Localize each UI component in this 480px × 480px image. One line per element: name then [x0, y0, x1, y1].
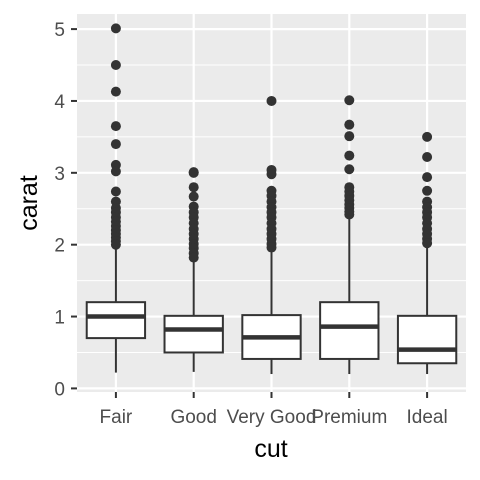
x-tick-label: Very Good	[227, 407, 317, 428]
box-premium	[319, 95, 380, 375]
outlier-point	[422, 152, 433, 163]
y-tick-label: 5	[54, 20, 65, 41]
outlier-point	[344, 209, 355, 220]
x-axis-title: cut	[254, 435, 287, 463]
x-tick-label: Ideal	[406, 407, 447, 428]
outlier-point	[344, 150, 355, 161]
y-tick-label: 2	[54, 236, 65, 257]
outlier-point	[188, 167, 199, 178]
outlier-point	[110, 60, 121, 71]
x-tick-label: Good	[170, 407, 216, 428]
y-tick-label: 0	[54, 379, 65, 400]
outlier-point	[110, 139, 121, 150]
outlier-point	[266, 169, 277, 180]
box-body	[396, 314, 458, 365]
box-ideal	[396, 131, 458, 375]
x-tick-label: Fair	[100, 407, 133, 428]
box-body	[85, 301, 147, 340]
outlier-point	[344, 131, 355, 142]
outlier-point	[344, 95, 355, 106]
outlier-point	[110, 121, 121, 132]
box-body	[319, 301, 380, 360]
x-tick-label: Premium	[311, 407, 387, 428]
outlier-point	[344, 119, 355, 130]
box-fair	[85, 23, 147, 373]
outlier-point	[188, 252, 199, 263]
y-tick-label: 1	[54, 308, 65, 329]
box-very-good	[241, 95, 302, 375]
outlier-point	[266, 95, 277, 106]
outlier-point	[344, 164, 355, 175]
box-good	[163, 167, 224, 372]
outlier-point	[188, 191, 199, 202]
outlier-point	[110, 86, 121, 97]
y-axis-title: carat	[15, 175, 43, 231]
outlier-point	[422, 131, 433, 142]
outlier-point	[422, 172, 433, 183]
box-body	[163, 314, 224, 354]
outlier-point	[110, 166, 121, 177]
outlier-point	[422, 238, 433, 249]
outlier-point	[110, 23, 121, 34]
y-tick-label: 3	[54, 164, 65, 185]
outlier-point	[422, 185, 433, 196]
outlier-point	[110, 186, 121, 197]
box-series	[85, 23, 458, 375]
outlier-point	[266, 242, 277, 253]
y-tick-label: 4	[54, 92, 65, 113]
outlier-point	[188, 182, 199, 193]
outlier-point	[110, 239, 121, 250]
